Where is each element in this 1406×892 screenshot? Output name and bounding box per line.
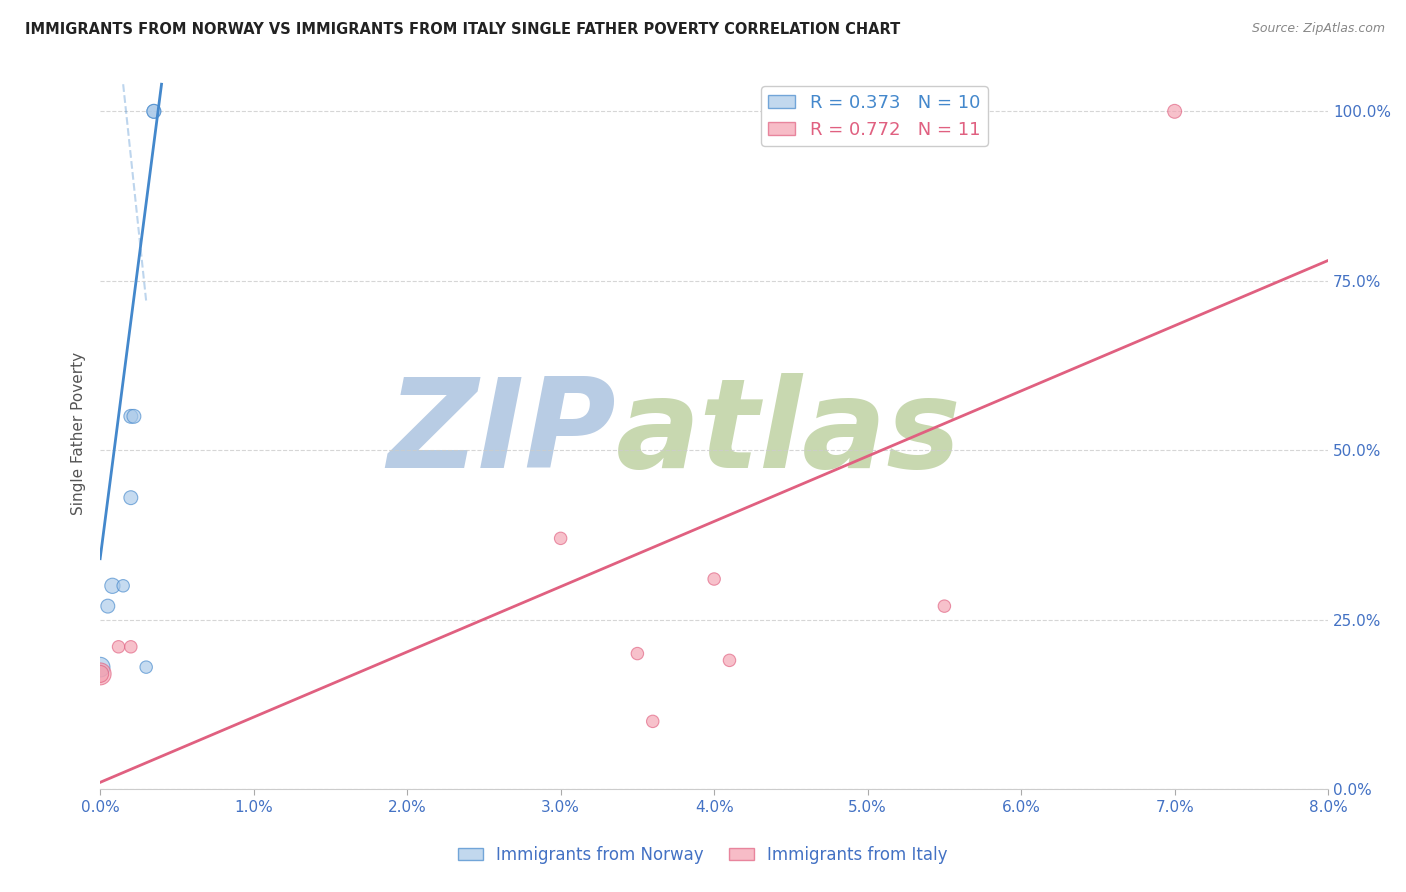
Text: ZIP: ZIP [387, 373, 616, 494]
Point [112, 579, 135, 593]
Point [142, 104, 165, 119]
Point [89, 667, 111, 681]
Point [1163, 104, 1185, 119]
Point [120, 409, 142, 424]
Text: atlas: atlas [616, 373, 962, 494]
Text: Source: ZipAtlas.com: Source: ZipAtlas.com [1251, 22, 1385, 36]
Point [107, 640, 129, 654]
Legend: R = 0.373   N = 10, R = 0.772   N = 11: R = 0.373 N = 10, R = 0.772 N = 11 [761, 87, 987, 146]
Point [101, 579, 124, 593]
Text: IMMIGRANTS FROM NORWAY VS IMMIGRANTS FROM ITALY SINGLE FATHER POVERTY CORRELATIO: IMMIGRANTS FROM NORWAY VS IMMIGRANTS FRO… [25, 22, 901, 37]
Point [97, 599, 120, 614]
Point [89, 660, 111, 674]
Point [89, 667, 111, 681]
Point [641, 714, 664, 729]
Legend: Immigrants from Norway, Immigrants from Italy: Immigrants from Norway, Immigrants from … [451, 839, 955, 871]
Point [934, 599, 956, 614]
Point [703, 572, 725, 586]
Point [122, 409, 145, 424]
Point [120, 640, 142, 654]
Point [626, 647, 648, 661]
Point [718, 653, 741, 667]
Point [135, 660, 157, 674]
Point [550, 532, 572, 546]
Point [120, 491, 142, 505]
Y-axis label: Single Father Poverty: Single Father Poverty [72, 351, 86, 515]
Point [142, 104, 165, 119]
